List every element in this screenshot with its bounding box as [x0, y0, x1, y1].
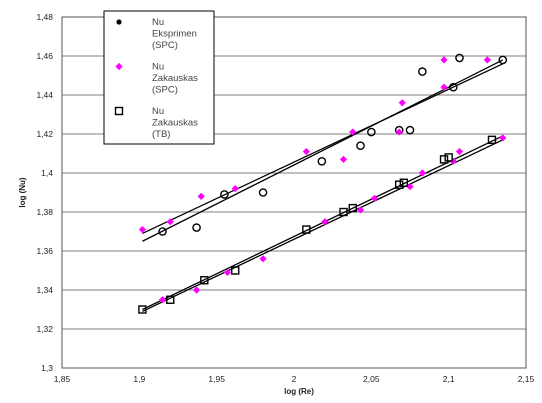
data-points — [138, 53, 508, 314]
data-point-series-3 — [399, 178, 409, 187]
data-point-series-1 — [367, 127, 376, 137]
legend-marker — [116, 19, 122, 25]
data-point-series-2 — [440, 56, 448, 64]
data-point-series-2 — [339, 155, 348, 163]
data-point-series-1 — [158, 227, 167, 236]
data-point-series-2 — [395, 128, 403, 136]
data-point-series-2 — [499, 134, 507, 142]
data-point-series-2 — [455, 147, 464, 156]
data-point-series-1 — [418, 67, 427, 76]
x-tick-label: 1,85 — [54, 374, 71, 384]
trendline — [142, 63, 504, 235]
legend-entry-text: Nu — [152, 62, 164, 73]
data-point-series-2 — [321, 218, 329, 226]
data-point-series-3 — [231, 266, 240, 275]
data-point-series-1 — [498, 55, 508, 65]
data-point-series-2 — [192, 286, 201, 294]
x-tick-label: 2,1 — [443, 374, 455, 384]
data-point-series-2 — [440, 83, 448, 91]
data-point-series-2 — [406, 183, 414, 191]
y-tick-label: 1,36 — [36, 246, 53, 256]
y-tick-label: 1,34 — [36, 285, 53, 295]
data-point-series-1 — [356, 141, 365, 150]
data-point-series-3 — [394, 180, 404, 189]
trendline — [142, 59, 504, 242]
y-tick-label: 1,3 — [41, 363, 53, 373]
data-point-series-3 — [166, 295, 175, 304]
data-point-series-2 — [349, 128, 357, 136]
data-point-series-3 — [487, 135, 497, 145]
data-point-series-2 — [302, 147, 310, 156]
y-tick-label: 1,44 — [36, 90, 53, 100]
x-tick-label: 2,05 — [363, 374, 380, 384]
y-tick-label: 1,42 — [36, 129, 53, 139]
data-point-series-1 — [192, 223, 201, 232]
legend-entry-text: (SPC) — [152, 85, 178, 96]
data-point-series-3 — [138, 305, 147, 314]
data-point-series-2 — [197, 192, 205, 200]
legend-entry-text: Nu — [152, 106, 164, 117]
x-tick-label: 1,95 — [208, 374, 225, 384]
data-point-series-2 — [259, 255, 267, 263]
legend-entry-text: Eksprimen — [152, 29, 197, 40]
data-point-series-1 — [220, 190, 229, 199]
trendline — [142, 139, 504, 313]
plot-area-frame — [61, 16, 527, 369]
y-tick-label: 1,38 — [36, 207, 53, 217]
data-point-series-3 — [200, 276, 209, 285]
y-axis-label: log (Nu) — [18, 177, 27, 208]
data-point-series-2 — [223, 268, 232, 277]
data-point-series-3 — [302, 225, 311, 234]
data-point-series-2 — [158, 296, 167, 304]
data-point-series-2 — [370, 194, 379, 202]
legend: NuEksprimen(SPC)NuZakauskas(SPC)NuZakaus… — [103, 10, 215, 145]
x-tick-labels: 1,85 1,9 1,95 2 2,05 2,1 2,15 — [54, 374, 535, 384]
data-point-series-1 — [317, 156, 327, 166]
legend-marker — [115, 62, 123, 71]
legend-entry-text: Zakauskas — [152, 118, 198, 129]
data-point-series-1 — [449, 82, 458, 92]
x-tick-label: 2 — [292, 374, 297, 384]
x-axis-label: log (Re) — [284, 387, 314, 396]
legend-marker — [114, 106, 124, 116]
data-point-series-2 — [231, 185, 239, 193]
data-point-series-1 — [455, 53, 464, 63]
data-point-series-2 — [418, 169, 426, 177]
legend-entry-text: (TB) — [152, 129, 170, 140]
y-tick-label: 1,4 — [41, 168, 53, 178]
data-point-series-2 — [398, 99, 406, 107]
data-point-series-3 — [348, 203, 357, 213]
data-point-series-2 — [449, 157, 457, 165]
data-point-series-2 — [138, 225, 147, 234]
legend-entry-text: (SPC) — [152, 40, 178, 51]
x-tick-label: 2,15 — [518, 374, 535, 384]
data-point-series-3 — [444, 153, 453, 162]
y-tick-labels: 1,3 1,32 1,34 1,36 1,38 1,4 1,42 1,44 1,46 1,48 — [36, 12, 53, 373]
y-tick-label: 1,48 — [36, 12, 53, 22]
legend-entry-text: Zakauskas — [152, 73, 198, 84]
data-point-series-2 — [166, 218, 174, 226]
data-point-series-3 — [339, 207, 348, 217]
data-point-series-3 — [439, 155, 449, 164]
y-tick-label: 1,46 — [36, 51, 53, 61]
x-tick-label: 1,9 — [133, 374, 145, 384]
legend-entry-text: Nu — [152, 17, 164, 28]
data-point-series-2 — [356, 206, 365, 214]
y-tick-label: 1,32 — [36, 324, 53, 334]
legend-box — [103, 10, 215, 145]
data-point-series-2 — [483, 56, 491, 64]
data-point-series-1 — [258, 188, 268, 197]
data-point-series-1 — [405, 125, 415, 135]
